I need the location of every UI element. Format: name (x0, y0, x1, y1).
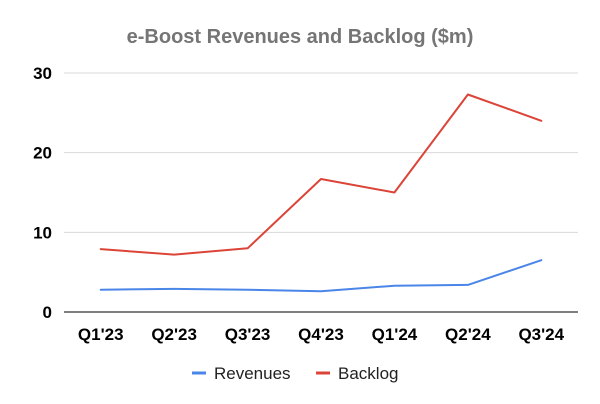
x-tick-label: Q2'24 (445, 325, 491, 344)
legend-label-revenues: Revenues (214, 364, 291, 383)
y-tick-label: 30 (33, 64, 52, 83)
gridlines (64, 72, 578, 313)
y-tick-label: 10 (33, 223, 52, 242)
x-tick-label: Q3'23 (225, 325, 271, 344)
series-line-backlog (99, 93, 543, 256)
y-axis-ticks: 0 10 20 30 (33, 64, 52, 322)
x-axis-ticks: Q1'23 Q2'23 Q3'23 Q4'23 Q1'24 Q2'24 Q3'24 (78, 325, 565, 344)
x-tick-label: Q4'23 (298, 325, 344, 344)
series-lines (99, 93, 543, 293)
chart-title: e-Boost Revenues and Backlog ($m) (127, 26, 474, 48)
x-tick-label: Q2'23 (151, 325, 197, 344)
x-tick-label: Q1'24 (372, 325, 418, 344)
series-line-revenues (99, 259, 543, 293)
x-tick-label: Q1'23 (78, 325, 124, 344)
legend-label-backlog: Backlog (338, 364, 398, 383)
y-tick-label: 20 (33, 144, 52, 163)
y-tick-label: 0 (43, 303, 52, 322)
x-tick-label: Q3'24 (518, 325, 564, 344)
legend: Revenues Backlog (192, 364, 398, 383)
